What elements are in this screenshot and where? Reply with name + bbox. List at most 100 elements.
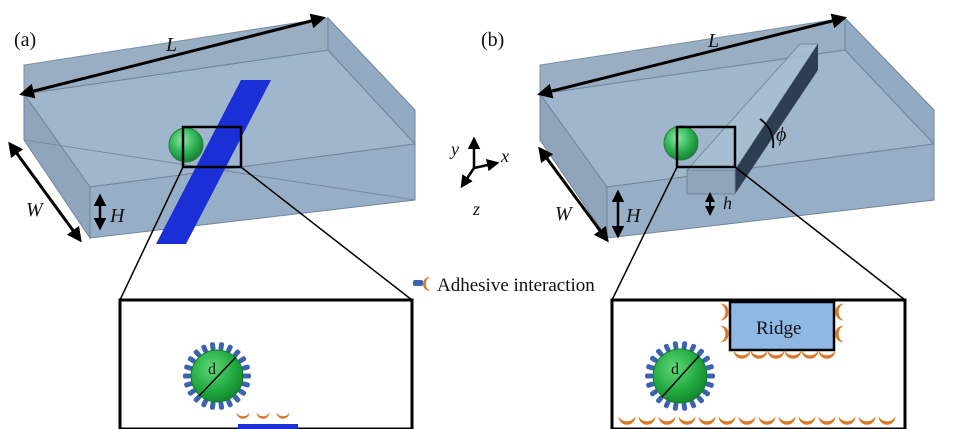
ligand-icon <box>183 373 191 379</box>
ligand-icon <box>672 402 679 411</box>
zoom-box-b <box>675 125 737 169</box>
ligand-icon <box>681 402 688 411</box>
length-arrow-a <box>19 13 326 99</box>
ligand-icon <box>238 388 247 396</box>
ligand-icon <box>646 381 655 388</box>
receptor-icon <box>638 416 656 425</box>
receptor-legend-icon <box>423 277 430 291</box>
ligand-icon <box>663 400 671 409</box>
ligand-icon <box>696 395 704 404</box>
receptor-icon <box>678 416 696 425</box>
ligand-icon <box>184 381 193 388</box>
x-axis-label: x <box>500 146 509 166</box>
panel-b-tag: (b) <box>481 29 504 51</box>
ridge-front <box>686 169 736 195</box>
ligand-icon <box>184 364 193 371</box>
receptor-icon <box>835 325 844 343</box>
ligand-icon <box>201 399 208 408</box>
width-label-b: W <box>555 203 574 225</box>
inset-a: d <box>118 298 414 429</box>
panel-b: (b) ϕ L W H h <box>481 13 936 429</box>
ligand-icon <box>209 401 216 410</box>
inset-a-diameter-line <box>198 356 237 397</box>
receptor-icon <box>878 416 896 425</box>
ligand-icon <box>241 364 250 371</box>
ligand-icon <box>243 373 251 379</box>
ligand-icon <box>232 349 241 358</box>
ligand-icon <box>413 280 423 286</box>
particle-a <box>168 127 204 163</box>
ligand-icon <box>193 394 202 403</box>
inset-a-frame <box>118 298 414 429</box>
receptor-icon <box>720 325 729 343</box>
receptor-icon <box>798 416 816 425</box>
ridge-receptors <box>720 303 844 359</box>
receptor-icon <box>838 416 856 425</box>
ligand-icon <box>187 388 196 396</box>
particle-b <box>663 125 699 161</box>
width-label-a: W <box>26 199 45 221</box>
receptor-icon <box>778 416 796 425</box>
ligand-icon <box>649 355 658 363</box>
x-axis-arrow <box>473 159 500 172</box>
ligand-icon <box>232 394 241 403</box>
ligand-icon <box>238 356 247 364</box>
inset-a-diameter-label: d <box>208 361 216 378</box>
zoom-box-a <box>181 125 243 169</box>
receptor-icon <box>784 350 802 359</box>
receptor-icon <box>698 416 716 425</box>
angle-arc <box>759 118 775 149</box>
width-arrow-a <box>8 141 82 243</box>
ridge-height-label: h <box>723 193 732 213</box>
ligand-icon <box>672 341 679 350</box>
ridge-block <box>728 300 836 352</box>
ligand-icon <box>226 344 233 353</box>
ligand-icon <box>705 364 714 371</box>
receptor-icon <box>733 350 751 359</box>
legend-label: Adhesive interaction <box>437 275 595 296</box>
height-label-b: H <box>625 205 642 227</box>
receptor-icon <box>835 303 844 321</box>
zoom-line-b-left <box>611 166 678 301</box>
y-axis-label: y <box>449 139 459 159</box>
receptor-icon <box>658 416 676 425</box>
ligand-icon <box>702 355 711 363</box>
receptor-icon <box>818 416 836 425</box>
zoom-line-a-right <box>240 166 413 301</box>
ligand-icon <box>689 400 697 409</box>
height-label-a: H <box>109 205 126 227</box>
receptor-icon <box>858 416 876 425</box>
inset-b: Ridge d <box>610 298 907 429</box>
ligand-icon <box>193 349 202 358</box>
zoom-line-a-left <box>119 166 184 301</box>
receptor-icon <box>718 416 736 425</box>
length-arrow-b <box>537 13 847 99</box>
ligand-icon <box>218 342 225 351</box>
ligand-icon <box>705 381 714 388</box>
ligand-icon <box>226 399 233 408</box>
inset-a-stripe <box>238 424 298 429</box>
panel-a: (a) L W H <box>8 13 417 429</box>
ligand-icon <box>241 381 250 388</box>
ligand-icon <box>656 395 664 404</box>
inset-b-particle: d <box>645 341 715 411</box>
ligand-icon <box>209 342 216 351</box>
ligand-icon <box>201 344 208 353</box>
ligand-icon <box>656 348 664 357</box>
ligand-icon <box>645 373 653 379</box>
width-arrow-b <box>538 146 609 243</box>
length-label-a: L <box>165 34 177 56</box>
ligand-icon <box>696 348 704 357</box>
z-axis-label: z <box>472 199 480 219</box>
ligand-icon <box>646 364 655 371</box>
inset-a-particle: d <box>183 342 251 410</box>
ligand-icon <box>681 341 688 350</box>
z-axis-arrow <box>460 167 476 189</box>
receptor-icon <box>738 416 756 425</box>
floor-receptors <box>618 416 896 425</box>
inset-b-diameter-label: d <box>671 361 679 378</box>
receptor-icon <box>818 350 836 359</box>
inset-b-diameter-line <box>661 355 700 398</box>
